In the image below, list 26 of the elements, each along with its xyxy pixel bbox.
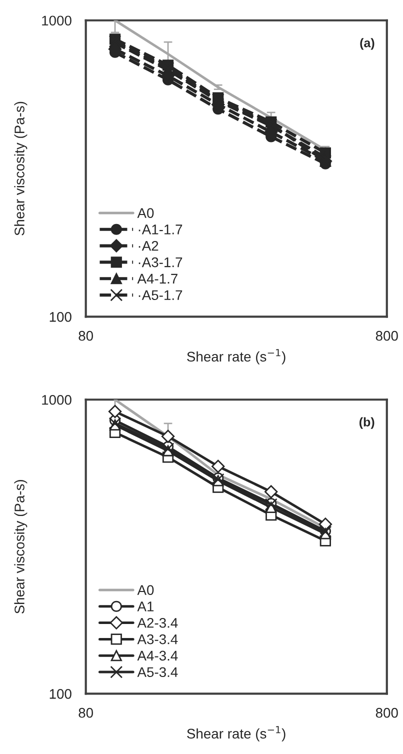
y-tick-label: 1000 — [42, 394, 72, 405]
x-tick-label: 80 — [78, 708, 94, 718]
legend-label: A1 — [137, 602, 154, 612]
x-tick-label: 80 — [78, 330, 94, 341]
x-axis-title: Shear rate (s$^{−1}$) — [187, 726, 286, 742]
annotation: (b) — [360, 417, 374, 429]
legend-label: A0 — [137, 208, 154, 218]
y-axis-title: Shear viscosity (Pa-s) — [14, 480, 28, 614]
legend-label: A2-3.4 — [137, 618, 178, 628]
legend-label: ·A5-1.7 — [138, 290, 182, 300]
legend-label: ·A1-1.7 — [138, 224, 182, 234]
legend-label: A0 — [137, 585, 154, 595]
x-axis-title: Shear rate (s$^{−1}$) — [187, 349, 286, 364]
y-tick-label: 100 — [50, 312, 72, 322]
legend-label: ·A3-1.7 — [138, 257, 182, 268]
legend-label: ·A2 — [138, 240, 158, 251]
legend-label: A4-1.7 — [137, 274, 178, 284]
y-tick-label: 1000 — [42, 16, 72, 26]
y-axis-title: Shear viscosity (Pa-s) — [14, 102, 28, 236]
y-tick-label: 100 — [50, 689, 72, 699]
legend-label: A3-3.4 — [137, 634, 178, 644]
annotation: (a) — [360, 38, 374, 50]
x-tick-label: 800 — [376, 330, 398, 341]
legend-label: A4-3.4 — [137, 650, 178, 661]
legend-label: A5-3.4 — [137, 667, 178, 678]
x-tick-label: 800 — [376, 708, 398, 718]
